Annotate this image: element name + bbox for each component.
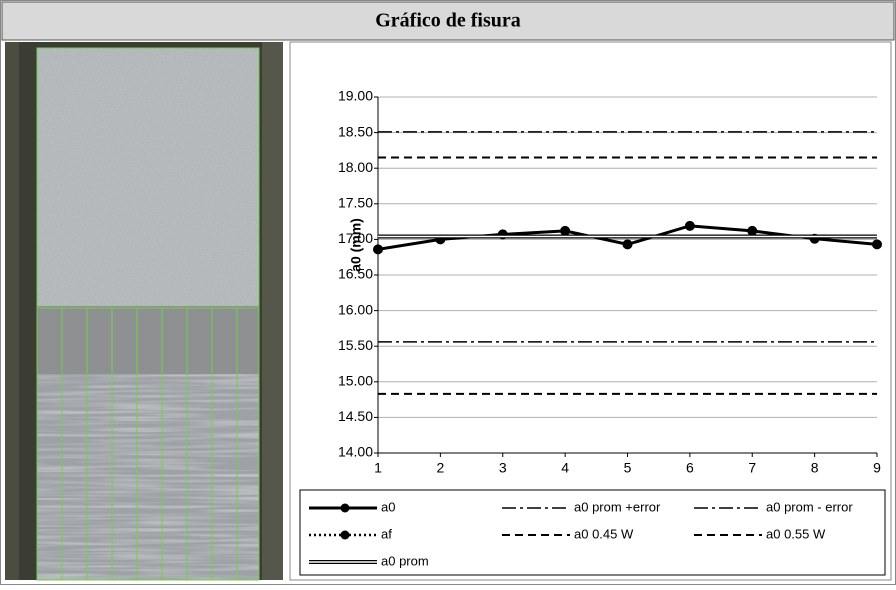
x-tick-label: 3 <box>499 460 507 476</box>
x-tick-label: 9 <box>873 460 881 476</box>
y-tick-label: 15.50 <box>338 337 373 353</box>
legend-label: a0 prom +error <box>574 499 661 514</box>
x-tick-label: 8 <box>811 460 819 476</box>
legend-marker <box>340 530 350 540</box>
legend-label: a0 prom - error <box>766 499 853 514</box>
point <box>872 239 882 250</box>
y-tick-label: 18.50 <box>338 123 373 139</box>
x-tick-label: 1 <box>374 460 382 476</box>
point <box>684 220 695 231</box>
legend-label: a0 0.45 W <box>574 526 634 541</box>
point <box>373 244 383 255</box>
y-tick-label: 17.00 <box>338 230 373 246</box>
legend-label: a0 0.55 W <box>766 526 826 541</box>
x-tick-label: 6 <box>686 460 694 476</box>
point <box>747 225 758 236</box>
y-tick-label: 14.50 <box>338 408 373 424</box>
y-tick-label: 15.00 <box>338 373 373 389</box>
point <box>560 225 571 236</box>
legend-label: af <box>381 526 392 541</box>
header-title: Gráfico de fisura <box>375 10 521 32</box>
legend-box <box>299 489 886 576</box>
legend-marker <box>340 503 350 513</box>
y-tick-label: 19.00 <box>338 88 373 104</box>
x-tick-label: 7 <box>748 460 756 476</box>
legend-label: a0 <box>381 499 395 514</box>
y-axis-title: a0 (mm) <box>348 218 364 272</box>
y-tick-label: 16.00 <box>338 301 373 317</box>
point <box>622 239 633 250</box>
y-tick-label: 17.50 <box>338 195 373 211</box>
x-tick-label: 5 <box>624 460 632 476</box>
x-tick-label: 4 <box>561 460 569 476</box>
y-tick-label: 14.00 <box>338 444 373 460</box>
header-bar <box>1 1 895 41</box>
y-tick-label: 16.50 <box>338 266 373 282</box>
legend-label: a0 prom <box>381 553 429 568</box>
y-tick-label: 18.00 <box>338 159 373 175</box>
x-tick-label: 2 <box>436 460 444 476</box>
specimen-photo <box>5 42 283 581</box>
